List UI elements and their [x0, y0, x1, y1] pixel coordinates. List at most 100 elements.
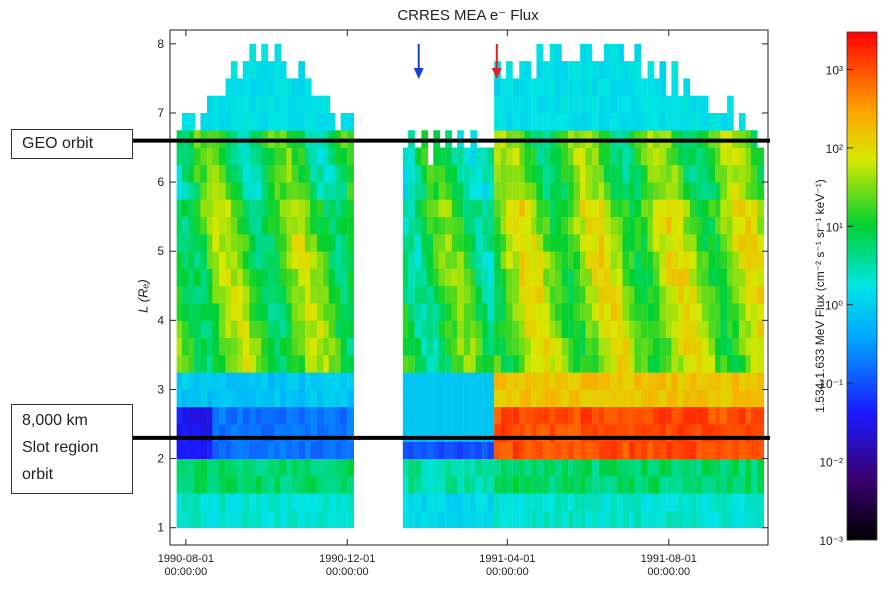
heatmap-cell: [543, 441, 550, 459]
heatmap-cell: [433, 354, 440, 373]
heatmap-cell: [470, 354, 478, 373]
heatmap-cell: [738, 112, 746, 131]
heatmap-cell: [310, 337, 317, 356]
heatmap-cell: [200, 199, 208, 218]
heatmap-cell: [286, 424, 294, 442]
heatmap-cell: [470, 406, 478, 425]
heatmap-cell: [701, 424, 709, 442]
heatmap-cell: [683, 216, 691, 235]
heatmap-cell: [726, 510, 734, 529]
event-arrow-head: [413, 68, 424, 79]
heatmap-cell: [335, 510, 343, 529]
heatmap-cell: [652, 182, 660, 200]
heatmap-cell: [554, 251, 562, 269]
heatmap-cell: [592, 112, 599, 131]
heatmap-cell: [592, 389, 599, 408]
heatmap-cell: [573, 475, 581, 494]
heatmap-cell: [622, 147, 630, 166]
heatmap-cell: [610, 216, 618, 235]
heatmap-cell: [242, 164, 250, 183]
heatmap-cell: [689, 233, 697, 252]
heatmap-cell: [671, 147, 679, 166]
heatmap-cell: [536, 216, 544, 235]
heatmap-cell: [500, 182, 508, 200]
heatmap-cell: [310, 303, 317, 321]
heatmap-cell: [617, 493, 624, 511]
heatmap-cell: [603, 303, 611, 321]
heatmap-cell: [585, 182, 593, 200]
heatmap-cell: [580, 441, 587, 459]
heatmap-cell: [291, 303, 299, 321]
heatmap-cell: [683, 475, 691, 494]
heatmap-cell: [506, 441, 513, 459]
heatmap-cell: [519, 354, 526, 373]
heatmap-cell: [225, 182, 233, 200]
heatmap-cell: [519, 406, 526, 425]
heatmap-cell: [304, 354, 312, 373]
heatmap-cell: [181, 285, 189, 304]
heatmap-cell: [671, 493, 679, 511]
heatmap-cell: [689, 182, 697, 200]
heatmap-cell: [291, 372, 299, 390]
heatmap-cell: [193, 493, 201, 511]
heatmap-cell: [634, 147, 642, 166]
heatmap-cell: [237, 182, 245, 200]
plot-axes: 123456781990-08-0100:00:001990-12-0100:0…: [157, 29, 769, 578]
heatmap-cell: [568, 147, 575, 166]
heatmap-cell: [652, 164, 660, 183]
heatmap-cell: [720, 389, 728, 408]
heatmap-cell: [531, 251, 538, 269]
heatmap-cell: [701, 372, 709, 390]
heatmap-cell: [757, 303, 765, 321]
heatmap-cell: [647, 320, 655, 339]
heatmap-cell: [286, 320, 294, 339]
heatmap-cell: [255, 441, 263, 459]
heatmap-cell: [536, 251, 544, 269]
heatmap-cell: [531, 337, 538, 356]
heatmap-cell: [696, 441, 704, 459]
heatmap-cell: [438, 493, 446, 511]
heatmap-cell: [726, 251, 734, 269]
heatmap-cell: [678, 216, 685, 235]
heatmap-cell: [598, 354, 606, 373]
heatmap-cell: [279, 458, 287, 477]
heatmap-cell: [261, 233, 269, 252]
heatmap-cell: [261, 216, 269, 235]
heatmap-cell: [218, 95, 226, 114]
heatmap-cell: [549, 337, 557, 356]
heatmap-cell: [438, 510, 446, 529]
heatmap-cell: [286, 164, 294, 183]
heatmap-cell: [225, 406, 233, 425]
heatmap-cell: [402, 406, 410, 425]
heatmap-cell: [708, 458, 716, 477]
heatmap-cell: [666, 320, 673, 339]
heatmap-cell: [640, 303, 648, 321]
heatmap-cell: [249, 199, 257, 218]
heatmap-cell: [451, 337, 459, 356]
heatmap-cell: [640, 475, 648, 494]
heatmap-cell: [629, 112, 636, 131]
heatmap-cell: [519, 493, 526, 511]
heatmap-cell: [212, 285, 220, 304]
heatmap-cell: [310, 233, 317, 252]
heatmap-cell: [274, 233, 282, 252]
heatmap-cell: [200, 406, 208, 425]
heatmap-cell: [549, 424, 557, 442]
heatmap-cell: [291, 510, 299, 529]
heatmap-cell: [421, 389, 429, 408]
heatmap-cell: [524, 61, 532, 79]
heatmap-cell: [506, 493, 513, 511]
heatmap-cell: [463, 458, 471, 477]
heatmap-cell: [512, 233, 520, 252]
heatmap-cell: [304, 147, 312, 166]
heatmap-cell: [176, 441, 184, 459]
heatmap-cell: [701, 441, 709, 459]
heatmap-cell: [512, 268, 520, 287]
heatmap-cell: [561, 372, 569, 390]
heatmap-cell: [500, 424, 508, 442]
heatmap-cell: [629, 164, 636, 183]
heatmap-cell: [408, 182, 415, 200]
heatmap-cell: [316, 233, 324, 252]
heatmap-cell: [512, 354, 520, 373]
heatmap-cell: [720, 147, 728, 166]
